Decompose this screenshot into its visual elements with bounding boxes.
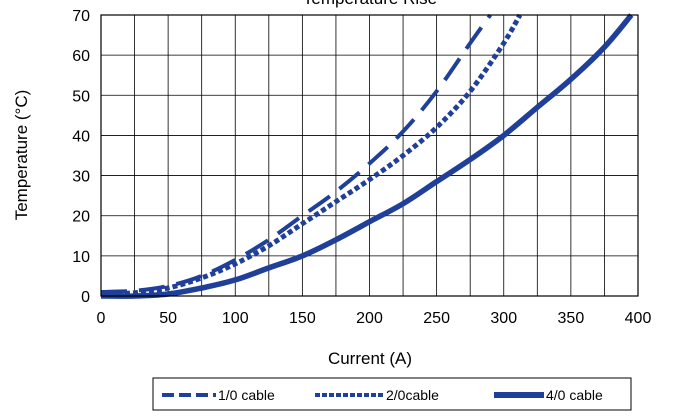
legend-label-2: 2/0cable [386, 387, 439, 403]
y-tick-labels: 0 10 20 30 40 50 60 70 [72, 8, 90, 306]
y-tick-label: 20 [72, 209, 90, 226]
x-tick-label: 400 [625, 310, 652, 327]
x-tick-label: 100 [222, 310, 249, 327]
series-line-2 [100, 13, 523, 297]
legend: 1/0 cable 2/0cable 4/0 cable [152, 377, 632, 411]
x-tick-label: 0 [97, 310, 106, 327]
x-tick-label: 200 [356, 310, 383, 327]
x-tick-label: 250 [423, 310, 450, 327]
y-tick-label: 60 [72, 48, 90, 65]
x-tick-label: 50 [159, 310, 177, 327]
legend-label-3: 4/0 cable [546, 387, 603, 403]
legend-label-1: 1/0 cable [218, 387, 275, 403]
y-tick-label: 30 [72, 169, 90, 186]
series-line-1 [100, 13, 492, 294]
plot-area-frame [100, 14, 639, 297]
grid [100, 14, 639, 297]
y-axis-label: Temperature (°C) [12, 90, 31, 221]
series-layer [100, 13, 634, 299]
series-line-3 [100, 13, 634, 299]
legend-frame [152, 377, 632, 411]
y-tick-label: 70 [72, 8, 90, 25]
y-tick-label: 0 [81, 289, 90, 306]
x-tick-labels: 0 50 100 150 200 250 300 350 400 [97, 310, 652, 327]
x-tick-label: 300 [490, 310, 517, 327]
chart-title: Temperature Rise [303, 0, 437, 8]
y-tick-label: 50 [72, 88, 90, 105]
x-tick-label: 150 [289, 310, 316, 327]
x-axis-label: Current (A) [328, 349, 412, 368]
x-tick-label: 350 [558, 310, 585, 327]
y-tick-label: 10 [72, 249, 90, 266]
y-tick-label: 40 [72, 128, 90, 145]
